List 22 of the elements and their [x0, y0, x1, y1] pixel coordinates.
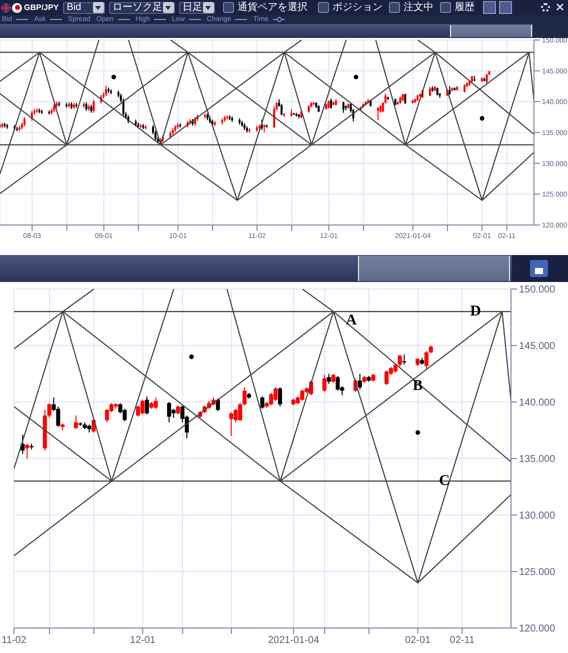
y-tick-label: 135.000 [519, 454, 556, 466]
y-tick-label: 140.000 [519, 398, 556, 409]
text: 履歴 [454, 2, 475, 14]
text: 通貨ペアを選択 [238, 2, 308, 14]
dropdown: Bid [62, 2, 105, 14]
x-tick-label: 11-02 [2, 635, 27, 646]
y-tick-label: 130.000 [519, 510, 556, 522]
dropdown: ローソク足 [108, 2, 175, 14]
text: 注文中 [404, 2, 434, 14]
annotation: A [346, 312, 357, 329]
x-tick-label: 02-01 [405, 635, 432, 646]
y-tick-label: 120.000 [519, 624, 556, 635]
text: GBP/JPY [24, 2, 59, 14]
dropdown: 日足 [178, 2, 215, 14]
annotation: B [412, 378, 423, 394]
x-tick-label: 2021-01-04 [268, 635, 320, 646]
y-tick-label: 145.000 [519, 341, 556, 352]
text: ポジション [332, 2, 383, 14]
y-tick-label: 125.000 [519, 567, 556, 578]
x-tick-label: 12-01 [130, 635, 156, 646]
x-tick-label: 02-11 [450, 635, 476, 646]
y-tick-label: 150.000 [519, 284, 556, 296]
